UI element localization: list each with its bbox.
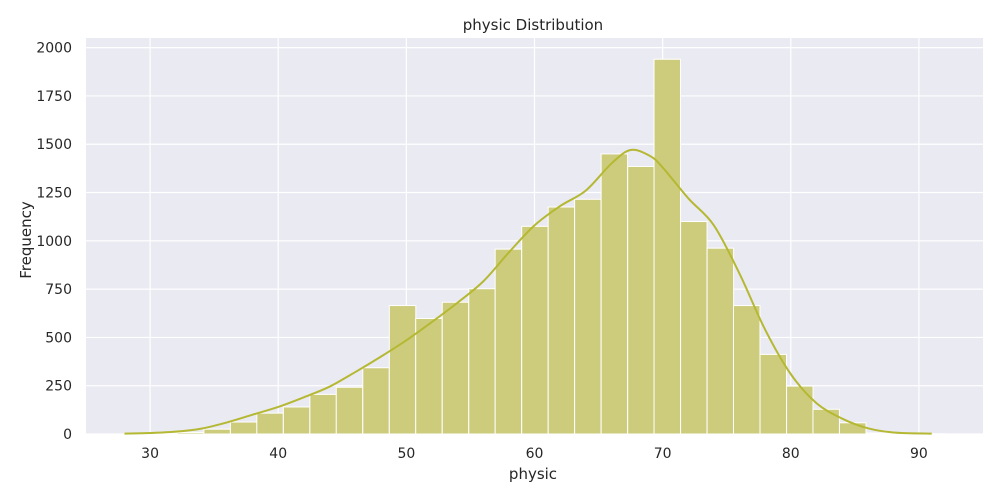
histogram-bar	[627, 165, 655, 435]
histogram-bar	[256, 412, 284, 435]
y-tick-label: 1750	[36, 89, 72, 105]
x-tick-label: 90	[910, 446, 928, 462]
histogram-bar	[812, 408, 840, 435]
histogram-bar	[786, 385, 814, 435]
histogram-bar	[176, 431, 205, 435]
histogram-bar	[468, 288, 496, 435]
histogram-bar	[494, 248, 523, 435]
histogram-bar	[680, 221, 708, 435]
histogram-bar	[415, 317, 443, 435]
histogram-bar	[706, 247, 735, 435]
histogram-bar	[282, 406, 311, 435]
y-tick-label: 1250	[36, 186, 72, 202]
histogram-bar	[203, 428, 231, 435]
histogram-bar	[653, 58, 682, 435]
y-tick-label: 500	[45, 330, 72, 346]
histogram-bar	[759, 353, 788, 435]
x-axis-label: physic	[509, 465, 557, 483]
y-tick-label: 2000	[36, 41, 72, 57]
x-tick-label: 30	[141, 446, 159, 462]
x-tick-label: 70	[654, 446, 672, 462]
y-tick-labels: 0 250 500 750 1000 1250 1500 1750 2000	[36, 41, 72, 443]
histogram-bar	[547, 206, 576, 435]
histogram-bar	[574, 198, 602, 435]
x-tick-label: 60	[526, 446, 544, 462]
histogram-bar	[309, 393, 337, 435]
histogram-bar	[865, 432, 893, 435]
x-tick-label: 40	[269, 446, 287, 462]
histogram-bar	[838, 422, 867, 435]
histogram-bar	[733, 305, 761, 435]
kde-curve	[124, 148, 932, 435]
y-tick-label: 1000	[36, 234, 72, 250]
histogram-bar	[335, 386, 364, 435]
x-tick-labels: 30 40 50 60 70 80 90	[141, 446, 928, 462]
histogram-bar	[600, 153, 629, 435]
histogram-bar	[229, 421, 258, 435]
histogram-bar	[521, 225, 549, 435]
chart-title: physic Distribution	[463, 16, 603, 34]
histogram-bar	[388, 305, 417, 435]
y-tick-label: 250	[45, 379, 72, 395]
x-tick-label: 80	[782, 446, 800, 462]
histogram-bars	[123, 58, 946, 435]
histogram-bar	[441, 301, 470, 435]
y-axis-label: Frequency	[17, 201, 35, 279]
y-tick-label: 1500	[36, 137, 72, 153]
y-tick-label: 0	[63, 427, 72, 443]
histogram-bar	[362, 367, 390, 435]
x-tick-label: 50	[397, 446, 415, 462]
y-tick-label: 750	[45, 282, 72, 298]
